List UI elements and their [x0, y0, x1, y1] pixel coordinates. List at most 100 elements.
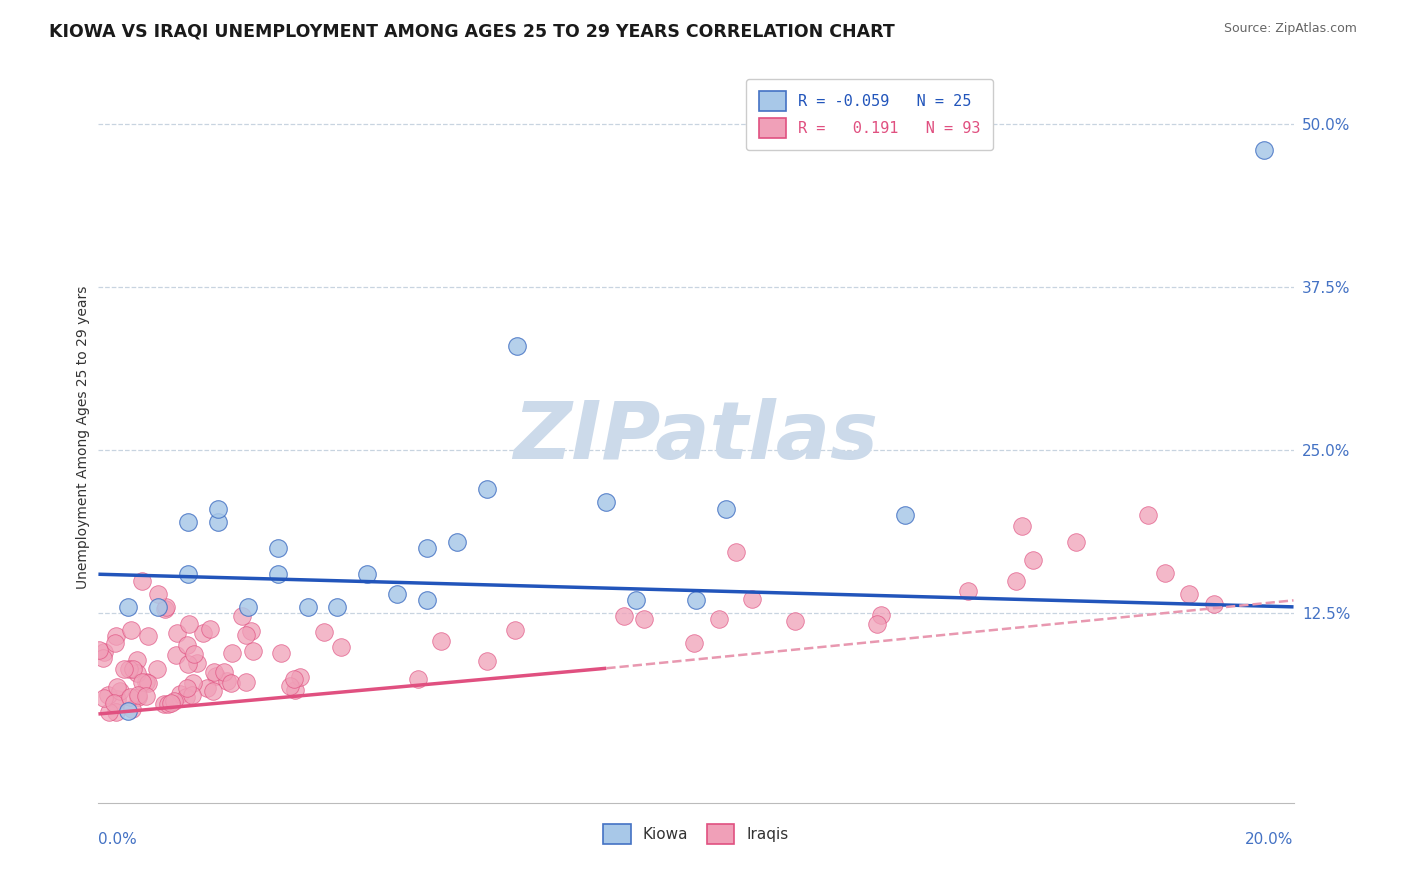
Point [406, 672, 429, 686]
Point [214, 665, 236, 679]
Point [207, 502, 229, 516]
Point [219, 676, 242, 690]
Point [385, 587, 409, 601]
Point [117, 705, 139, 719]
Point [118, 662, 141, 676]
Point [180, 688, 202, 702]
Point [416, 541, 439, 555]
Point [131, 574, 153, 588]
Point [183, 647, 205, 661]
Point [177, 515, 200, 529]
Point [714, 502, 737, 516]
Point [135, 690, 157, 704]
Point [121, 702, 143, 716]
Point [108, 683, 131, 698]
Point [176, 690, 198, 704]
Point [176, 638, 198, 652]
Point [1011, 518, 1033, 533]
Point [112, 662, 135, 676]
Point [278, 679, 301, 693]
Point [297, 599, 319, 614]
Point [288, 670, 311, 684]
Point [98, 705, 121, 719]
Point [207, 515, 229, 529]
Point [503, 623, 526, 637]
Point [176, 681, 198, 696]
Point [177, 567, 200, 582]
Point [1005, 574, 1028, 588]
Point [741, 591, 763, 606]
Point [613, 608, 636, 623]
Point [506, 339, 529, 353]
Point [785, 614, 807, 628]
Point [122, 662, 145, 676]
Point [685, 593, 707, 607]
Text: KIOWA VS IRAQI UNEMPLOYMENT AMONG AGES 25 TO 29 YEARS CORRELATION CHART: KIOWA VS IRAQI UNEMPLOYMENT AMONG AGES 2… [49, 22, 896, 40]
Point [475, 483, 498, 497]
Point [595, 495, 617, 509]
Point [242, 644, 264, 658]
Point [314, 625, 336, 640]
Point [1177, 587, 1199, 601]
Point [356, 567, 378, 582]
Point [127, 688, 149, 702]
Point [153, 697, 176, 711]
Y-axis label: Unemployment Among Ages 25 to 29 years: Unemployment Among Ages 25 to 29 years [76, 285, 90, 589]
Point [105, 691, 128, 706]
Point [127, 690, 149, 704]
Point [135, 674, 157, 689]
Point [89, 642, 111, 657]
Point [146, 587, 169, 601]
Point [1202, 597, 1225, 611]
Point [1064, 535, 1087, 549]
Point [177, 657, 200, 672]
Point [105, 705, 128, 719]
Point [416, 593, 439, 607]
Point [181, 675, 204, 690]
Point [93, 645, 115, 659]
Point [707, 612, 730, 626]
Point [120, 623, 142, 637]
Point [626, 593, 648, 607]
Point [869, 608, 891, 623]
Text: 0.0%: 0.0% [98, 831, 138, 847]
Point [283, 673, 305, 687]
Point [235, 628, 257, 642]
Point [136, 675, 159, 690]
Point [148, 599, 170, 614]
Point [1154, 566, 1177, 581]
Point [127, 652, 149, 666]
Point [146, 662, 169, 676]
Legend: Kiowa, Iraqis: Kiowa, Iraqis [598, 818, 794, 850]
Point [326, 599, 349, 614]
Point [202, 665, 225, 679]
Point [866, 616, 889, 631]
Point [91, 651, 114, 665]
Point [103, 696, 125, 710]
Point [894, 508, 917, 523]
Point [166, 626, 188, 640]
Point [221, 646, 243, 660]
Point [430, 633, 453, 648]
Point [284, 682, 307, 697]
Point [270, 646, 292, 660]
Point [117, 599, 139, 614]
Point [131, 675, 153, 690]
Point [136, 629, 159, 643]
Point [155, 602, 177, 616]
Point [165, 648, 187, 662]
Point [235, 674, 257, 689]
Point [956, 584, 979, 599]
Point [191, 625, 214, 640]
Point [1136, 508, 1159, 523]
Point [195, 681, 218, 695]
Point [239, 624, 262, 638]
Point [93, 690, 115, 705]
Point [157, 697, 180, 711]
Point [267, 567, 290, 582]
Point [1022, 553, 1045, 567]
Text: ZIPatlas: ZIPatlas [513, 398, 879, 476]
Point [724, 545, 747, 559]
Point [186, 657, 208, 671]
Point [169, 687, 191, 701]
